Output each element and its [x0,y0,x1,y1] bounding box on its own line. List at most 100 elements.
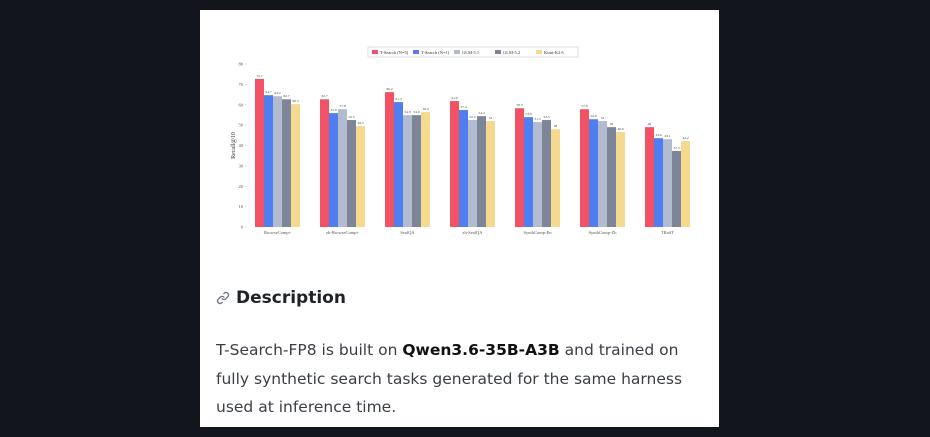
legend-label: GLM-5.2 [503,50,520,55]
chart: T-Search (N=5) T-Search (N=1) GLM-5.1 GLM-5… [231,46,690,235]
bar [264,95,273,227]
data-label: 56.4 [422,107,428,111]
data-label: 52 [601,116,605,120]
bar [450,101,459,227]
bar [338,109,347,227]
bar [551,129,560,227]
text: and trained on fully synthetic search ta… [216,341,683,416]
bar [329,113,338,227]
data-label: 60.3 [292,99,298,103]
bar [524,117,533,227]
x-tick-label: SynthComp-En [523,230,552,235]
bar [421,112,430,227]
data-label: 57.8 [581,104,587,108]
data-label: 58.3 [516,103,522,107]
bar [533,122,542,227]
bar [291,104,300,227]
bar [468,120,477,227]
bar [385,92,394,228]
x-tick-label: zh-SealQA [463,230,484,235]
bar [282,99,291,227]
data-label: 48 [554,124,558,128]
legend-swatch [495,50,501,54]
data-label: 61.3 [395,97,401,101]
bar [356,126,365,227]
data-label: 53.9 [525,112,531,116]
legend-swatch [372,50,378,54]
bar [654,138,663,227]
link-icon[interactable] [216,291,230,305]
y-tick-label: 60 [239,102,244,107]
legend-label: T-Search (N=1) [421,50,450,55]
bar [580,109,589,227]
data-label: 62.7 [283,94,289,98]
bar [255,78,264,227]
data-label: 54.4 [478,111,484,115]
bar [681,141,690,227]
y-axis-label: Recall@10 [231,132,237,159]
data-label: 52.5 [543,115,549,119]
bar [273,96,282,227]
data-label: 52.9 [590,114,596,118]
bar [542,120,551,227]
data-label: 57.8 [339,104,345,108]
legend-label: T-Search (N=5) [380,50,409,55]
heading-text: Description [236,288,346,308]
y-tick-label: 0 [241,225,244,230]
legend-label: Kimi-K2.6 [544,50,564,55]
paragraph: T-Search-FP8 is built on Qwen3.6-35B-A3B… [216,336,686,422]
section-heading: Description [216,288,346,308]
model-name: Qwen3.6-35B-A3B [402,341,560,359]
y-tick-label: 20 [239,184,244,189]
bar [486,121,495,227]
y-tick-label: 50 [239,123,244,128]
bar [459,110,468,227]
bar [403,115,412,227]
y-tick-label: 40 [239,143,244,148]
legend-swatch [413,50,419,54]
data-label: 43.1 [664,134,670,138]
x-tick-label: zh-BrowseComp+ [326,230,359,235]
data-label: 54.9 [404,110,410,114]
data-label: 49 [648,122,652,126]
legend-label: GLM-5.1 [462,50,479,55]
data-label: 43.6 [655,133,661,137]
data-label: 62.7 [321,94,327,98]
data-label: 61.8 [451,96,457,100]
data-label: 64.7 [265,90,271,94]
data-label: 46.6 [617,127,623,131]
data-label: 49 [610,122,614,126]
text: T-Search-FP8 is built on [216,341,403,359]
data-label: 52.5 [348,115,354,119]
data-label: 42.2 [682,136,688,140]
legend-box [367,46,579,58]
bar [320,99,329,227]
legend-swatch [536,50,542,54]
x-tick-label: SealQA [400,230,415,235]
bar [672,151,681,227]
bar [347,120,356,227]
data-label: 64.2 [274,91,280,95]
bar [645,127,654,227]
y-tick-label: 80 [239,62,244,67]
x-tick-label: BrowseComp+ [264,230,292,235]
bar [663,139,672,227]
bar [616,132,625,227]
y-tick-label: 70 [239,82,244,87]
data-label: 51.5 [534,117,540,121]
bar [477,116,486,227]
data-label: 54.9 [413,110,419,114]
bar [515,108,524,227]
data-label: 72.7 [256,74,262,78]
data-label: 55.9 [330,108,336,112]
legend-swatch [454,50,460,54]
data-label: 57.4 [460,105,466,109]
bar [589,119,598,227]
data-label: 37.3 [673,146,679,150]
data-label: 66.2 [386,87,392,91]
y-tick-label: 10 [239,204,244,209]
y-tick-label: 30 [239,163,244,168]
x-tick-label: TRaST [661,230,674,235]
data-label: 52.5 [469,115,475,119]
bar [394,102,403,227]
